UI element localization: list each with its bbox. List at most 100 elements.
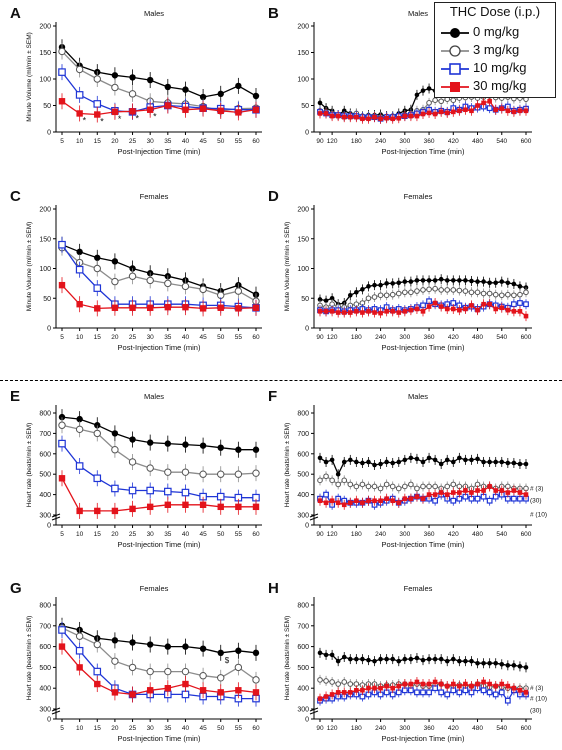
data-point: [450, 109, 456, 115]
series-line: [61, 71, 256, 113]
data-point: [469, 658, 474, 664]
data-point: [505, 490, 511, 495]
data-point: [164, 303, 172, 311]
data-point: [463, 306, 468, 312]
data-point: [371, 483, 378, 490]
data-point: [432, 656, 438, 662]
data-point: [354, 309, 359, 314]
data-point: [492, 691, 499, 698]
data-point: [432, 111, 438, 117]
data-point: [402, 496, 408, 501]
data-point: [360, 500, 365, 506]
data-point: [408, 113, 414, 119]
y-tick-label: 0: [47, 326, 51, 333]
data-point: [486, 497, 493, 504]
x-tick-label: 60: [252, 531, 260, 538]
x-tick-label: 360: [424, 531, 435, 538]
x-tick-label: 45: [199, 334, 207, 341]
data-point: [517, 461, 523, 467]
data-point: [426, 455, 432, 461]
y-tick-label: 0: [47, 717, 51, 724]
data-point: [402, 289, 408, 296]
data-point: [444, 492, 450, 497]
data-point: [329, 652, 335, 658]
panel-letter: F: [268, 388, 277, 405]
data-point: [146, 439, 154, 446]
data-point: [372, 310, 377, 315]
y-tick-label: 0: [305, 523, 309, 530]
data-point: [93, 474, 102, 483]
data-point: [384, 459, 389, 465]
data-point: [329, 692, 335, 697]
data-point: [414, 494, 420, 499]
data-point: [146, 276, 154, 285]
data-point: [426, 110, 432, 116]
data-point: [493, 107, 499, 113]
series-line: [61, 100, 257, 116]
data-point: [487, 459, 492, 465]
data-point: [94, 422, 101, 429]
data-point: [408, 481, 414, 488]
data-point: [347, 481, 354, 488]
data-point: [217, 304, 224, 311]
end-annotation: (30): [530, 498, 542, 505]
x-tick-label: 240: [375, 334, 386, 341]
y-tick-label: 50: [301, 103, 309, 110]
x-tick-label: 30: [147, 531, 155, 538]
data-point: [58, 413, 66, 421]
panel-title: Females: [140, 192, 169, 201]
data-point: [486, 105, 493, 112]
data-point: [493, 488, 499, 493]
data-point: [317, 650, 323, 656]
x-tick-label: 10: [76, 531, 84, 538]
data-point: [450, 481, 457, 488]
data-point: [469, 490, 474, 495]
data-point: [414, 655, 420, 661]
data-point: [420, 111, 426, 117]
data-point: [129, 639, 136, 646]
data-point: [383, 481, 390, 488]
data-point: [438, 689, 445, 696]
data-point: [517, 687, 523, 693]
data-point: [432, 483, 438, 490]
x-tick-label: 35: [164, 334, 172, 341]
data-point: [341, 679, 348, 685]
data-point: [517, 664, 523, 669]
data-point: [360, 116, 365, 122]
data-point: [408, 289, 414, 296]
data-point: [505, 663, 511, 668]
data-point: [234, 663, 243, 672]
y-tick-label: 800: [39, 411, 51, 418]
data-point: [335, 113, 341, 119]
series-line: [61, 477, 256, 512]
data-point: [486, 290, 493, 297]
y-axis-label: Minute Volume (ml/min ± SEM): [284, 222, 291, 312]
data-point: [366, 685, 371, 691]
data-point: [217, 674, 225, 682]
data-point: [58, 475, 66, 482]
data-point: [432, 278, 438, 283]
data-point: [504, 697, 511, 704]
data-point: [366, 284, 371, 289]
data-point: [347, 292, 353, 298]
y-tick-label: 600: [39, 644, 51, 651]
data-point: [377, 485, 384, 492]
x-tick-label: 35: [164, 725, 172, 732]
data-point: [426, 278, 432, 283]
data-point: [111, 72, 119, 79]
data-point: [505, 108, 511, 114]
data-point: [438, 287, 444, 293]
data-point: [335, 471, 341, 477]
data-point: [414, 92, 420, 98]
data-point: [323, 459, 329, 465]
data-point: [182, 303, 189, 311]
data-point: [317, 477, 323, 484]
data-point: [444, 287, 451, 293]
data-point: [402, 309, 408, 314]
data-point: [359, 481, 366, 488]
x-tick-label: 540: [496, 334, 507, 341]
data-point: [341, 477, 348, 484]
data-point: [366, 459, 371, 465]
data-point: [329, 295, 335, 301]
data-point: [402, 279, 408, 284]
